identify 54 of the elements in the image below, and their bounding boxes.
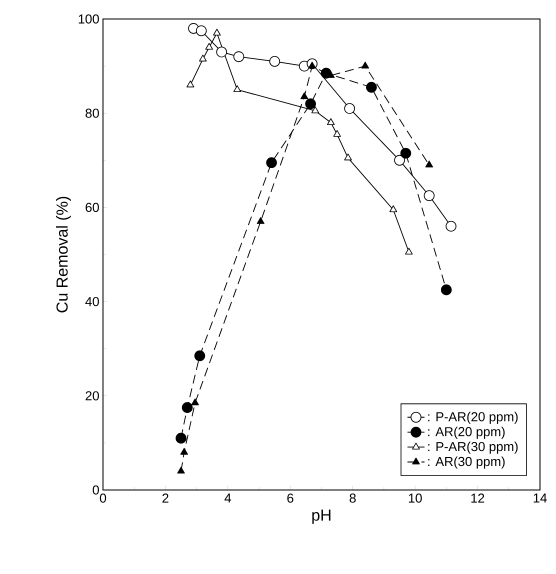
point <box>425 160 434 168</box>
point <box>400 148 412 159</box>
point <box>326 118 335 126</box>
point <box>440 284 452 296</box>
point <box>269 56 280 67</box>
y-tick-label: 100 <box>78 14 99 24</box>
point <box>333 130 341 137</box>
point <box>344 154 352 160</box>
point <box>405 248 413 255</box>
y-tick-label: 20 <box>86 391 99 400</box>
legend-label: : AR(20 ppm) <box>428 426 505 439</box>
point <box>205 42 213 50</box>
x-tick-label: 2 <box>162 494 168 503</box>
point <box>176 432 186 444</box>
point <box>194 350 206 362</box>
point <box>186 80 194 88</box>
legend-label: : P-AR(20 ppm) <box>428 412 518 424</box>
x-tick-label: 12 <box>471 494 484 503</box>
point <box>311 106 320 114</box>
point <box>424 190 435 202</box>
x-tick-label: 10 <box>408 494 422 503</box>
y-tick-label: 80 <box>86 108 99 118</box>
y-tick-label: 40 <box>85 296 99 306</box>
point <box>177 466 185 474</box>
point <box>233 85 242 92</box>
x-tick-label: 6 <box>287 494 294 503</box>
x-tick-label: 14 <box>534 494 547 502</box>
x-axis-title: pH <box>312 510 330 524</box>
point <box>446 220 456 232</box>
point <box>199 54 207 62</box>
point <box>305 98 316 110</box>
y-axis-title: Cu Removal (%) <box>56 196 71 312</box>
legend-label: : P-AR(30 ppm) <box>428 442 518 454</box>
point <box>394 154 405 166</box>
point <box>233 51 244 62</box>
point <box>266 157 277 168</box>
y-tick-label: 60 <box>86 202 99 212</box>
point <box>344 103 355 114</box>
point <box>213 28 221 36</box>
point <box>196 25 207 36</box>
x-tick-label: 0 <box>100 494 106 503</box>
point <box>256 217 264 224</box>
point <box>180 448 188 455</box>
point <box>191 398 199 406</box>
point <box>300 92 308 100</box>
point <box>389 205 398 212</box>
x-tick-label: 4 <box>224 494 232 502</box>
point <box>182 402 193 413</box>
point <box>216 46 228 58</box>
y-tick-label: 0 <box>92 485 99 495</box>
point <box>366 82 377 93</box>
legend-label: : AR(30 ppm) <box>428 456 505 469</box>
x-tick-label: 8 <box>350 494 356 503</box>
point <box>361 62 370 68</box>
